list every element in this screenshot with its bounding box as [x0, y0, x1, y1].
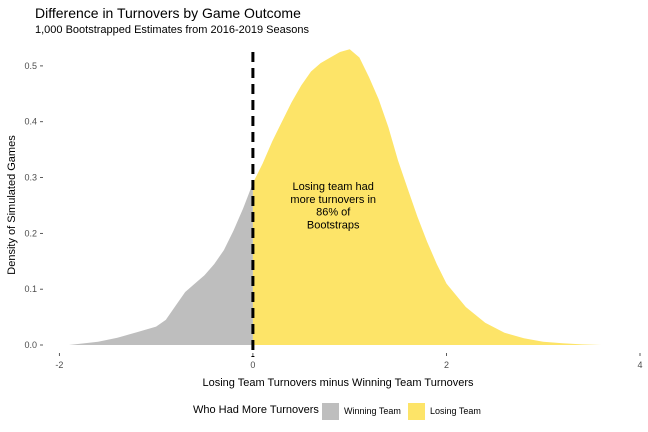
chart-subtitle: 1,000 Bootstrapped Estimates from 2016-2… — [35, 24, 309, 36]
y-tick-label: 0.1 — [24, 284, 37, 294]
y-tick-label: 0.5 — [24, 61, 37, 71]
chart-title: Difference in Turnovers by Game Outcome — [35, 5, 301, 21]
annotation-line: Losing team had — [293, 181, 374, 193]
annotation-line: Bootstraps — [307, 219, 360, 231]
y-tick-label: 0.2 — [24, 228, 37, 238]
x-axis-title: Losing Team Turnovers minus Winning Team… — [202, 377, 474, 389]
x-tick-label: 0 — [250, 360, 255, 370]
legend-label-losing-team: Losing Team — [430, 406, 481, 416]
density-plot: -2 0 2 4 0.0 0.1 0.2 0.3 0.4 0.5 Losing team hadm… — [6, 49, 643, 389]
x-tick-label: 4 — [637, 360, 642, 370]
y-tick-label: 0.4 — [24, 117, 37, 127]
y-tick-label: 0.0 — [24, 340, 37, 350]
legend-title: Who Had More Turnovers — [193, 404, 319, 416]
annotation-line: more turnovers in — [290, 194, 376, 206]
legend: Who Had More Turnovers Winning Team Losi… — [0, 403, 648, 421]
annotation-line: 86% of — [316, 207, 351, 219]
x-tick-label: -2 — [55, 360, 63, 370]
density-area-winning-team — [69, 183, 253, 345]
legend-key-losing-team — [408, 403, 425, 420]
legend-key-winning-team — [322, 403, 339, 420]
legend-label-winning-team: Winning Team — [344, 406, 401, 416]
y-tick-label: 0.3 — [24, 173, 37, 183]
x-tick-label: 2 — [444, 360, 449, 370]
y-axis-title: Density of Simulated Games — [6, 135, 18, 275]
density-area-losing-team — [252, 49, 602, 345]
